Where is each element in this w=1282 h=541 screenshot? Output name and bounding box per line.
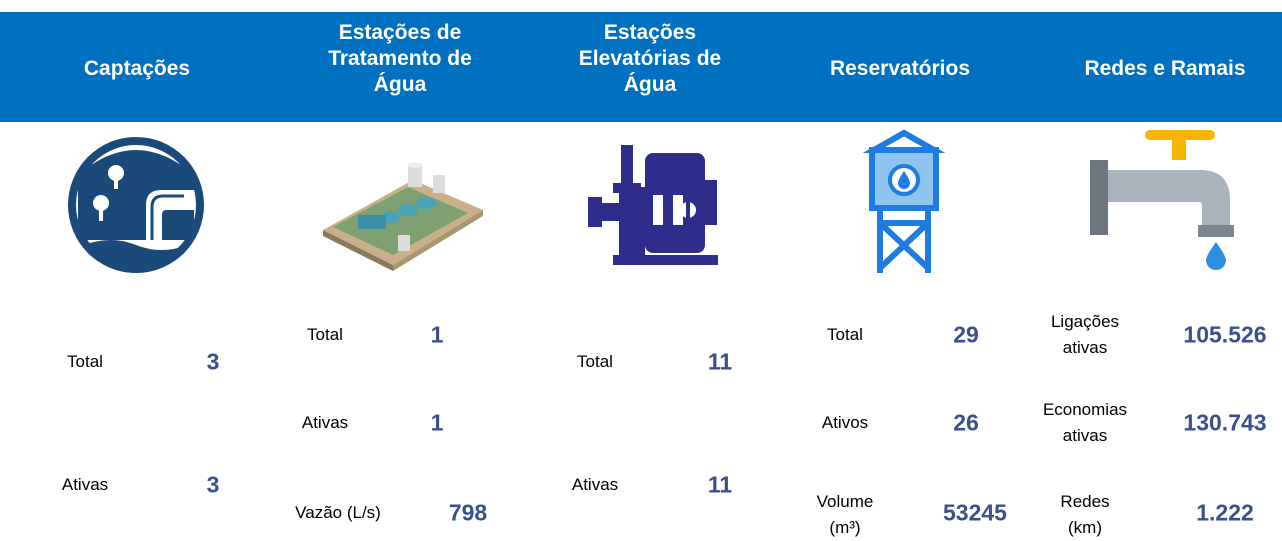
stat-value: 798 [449,500,487,527]
stat-label: Ativas [572,472,618,498]
stat-label: Ativos [822,410,868,436]
stat-value: 3 [207,349,220,376]
column-title: Estações de Tratamento de Água [308,20,493,98]
stat-value: 11 [708,472,732,499]
stat-label: Total [307,322,343,348]
stat-value: 29 [953,322,979,349]
treatment-plant-icon [318,135,488,275]
column-title: Redes e Ramais [1055,56,1275,82]
stat-value: 1 [431,410,444,437]
stat-label: Volume (m³) [805,489,885,541]
stat-label: Redes (km) [1050,489,1120,541]
column-title: Estações Elevatórias de Água [563,20,738,98]
stat-label: Total [577,349,613,375]
stat-label: Ativas [302,410,348,436]
stat-value: 130.743 [1183,410,1266,437]
intake-icon [66,135,206,275]
column-title: Captações [37,56,237,82]
stat-value: 26 [953,410,979,437]
stat-label: Total [827,322,863,348]
stat-value: 105.526 [1183,322,1266,349]
page: Captações Estações de Tratamento de Água… [0,0,1282,541]
stat-value: 3 [207,472,220,499]
stat-label: Ativas [62,472,108,498]
stat-value: 53245 [943,500,1007,527]
faucet-icon [1090,130,1235,275]
stat-value: 1 [431,322,444,349]
stat-label: Vazão (L/s) [295,500,381,526]
stat-label: Economias ativas [1040,397,1130,449]
reservoir-icon [862,128,946,278]
pump-icon [583,135,723,270]
stat-label: Total [67,349,103,375]
stat-label: Ligações ativas [1040,309,1130,361]
stat-value: 1.222 [1196,500,1254,527]
column-title: Reservatórios [800,56,1000,82]
stat-value: 11 [708,349,732,376]
